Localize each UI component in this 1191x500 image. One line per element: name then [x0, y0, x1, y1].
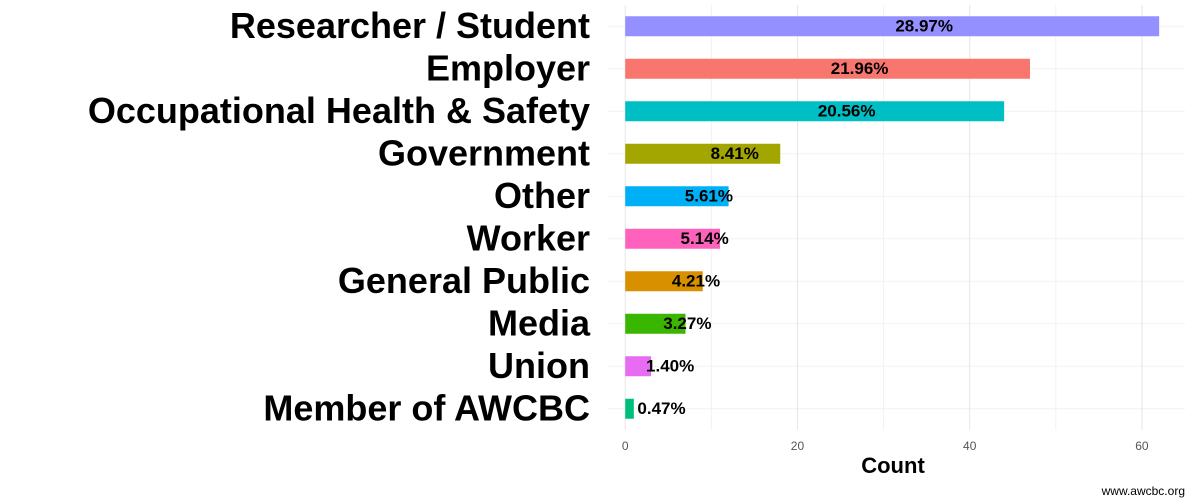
bar-label: 4.21%: [672, 272, 720, 291]
bar-label: 8.41%: [711, 144, 759, 163]
category-label: Media: [488, 302, 591, 343]
bar: [625, 186, 729, 207]
category-label: Worker: [467, 217, 590, 258]
x-tick-label: 20: [791, 439, 805, 453]
bar-label: 21.96%: [831, 59, 889, 78]
bar-label: 5.61%: [685, 187, 733, 206]
bar: [625, 228, 720, 249]
category-label: Union: [488, 345, 590, 386]
bar-label: 20.56%: [818, 102, 876, 121]
bar: [625, 58, 1030, 79]
category-label: Researcher / Student: [230, 5, 590, 46]
source: www.awcbc.org: [1101, 484, 1185, 498]
x-tick-label: 40: [963, 439, 977, 453]
category-label: Member of AWCBC: [263, 387, 590, 428]
bar-label: 0.47%: [637, 399, 685, 418]
bar: [625, 143, 781, 164]
bar-label: 1.40%: [646, 357, 694, 376]
category-label: Employer: [426, 47, 590, 88]
bar: [625, 101, 1005, 122]
category-label: General Public: [338, 260, 590, 301]
category-label: Government: [378, 132, 590, 173]
category-label: Occupational Health & Safety: [88, 90, 590, 131]
x-axis-label: Count: [861, 453, 925, 478]
bar: [625, 313, 686, 334]
bar-label: 5.14%: [680, 229, 728, 248]
bar: [625, 16, 1160, 37]
x-tick-label: 60: [1135, 439, 1149, 453]
bar-label: 28.97%: [895, 17, 953, 36]
category-label: Other: [494, 175, 590, 216]
bar: [625, 356, 652, 377]
bar: [625, 398, 634, 419]
bar-label: 3.27%: [663, 314, 711, 333]
bar: [625, 271, 703, 292]
x-tick-label: 0: [622, 439, 629, 453]
